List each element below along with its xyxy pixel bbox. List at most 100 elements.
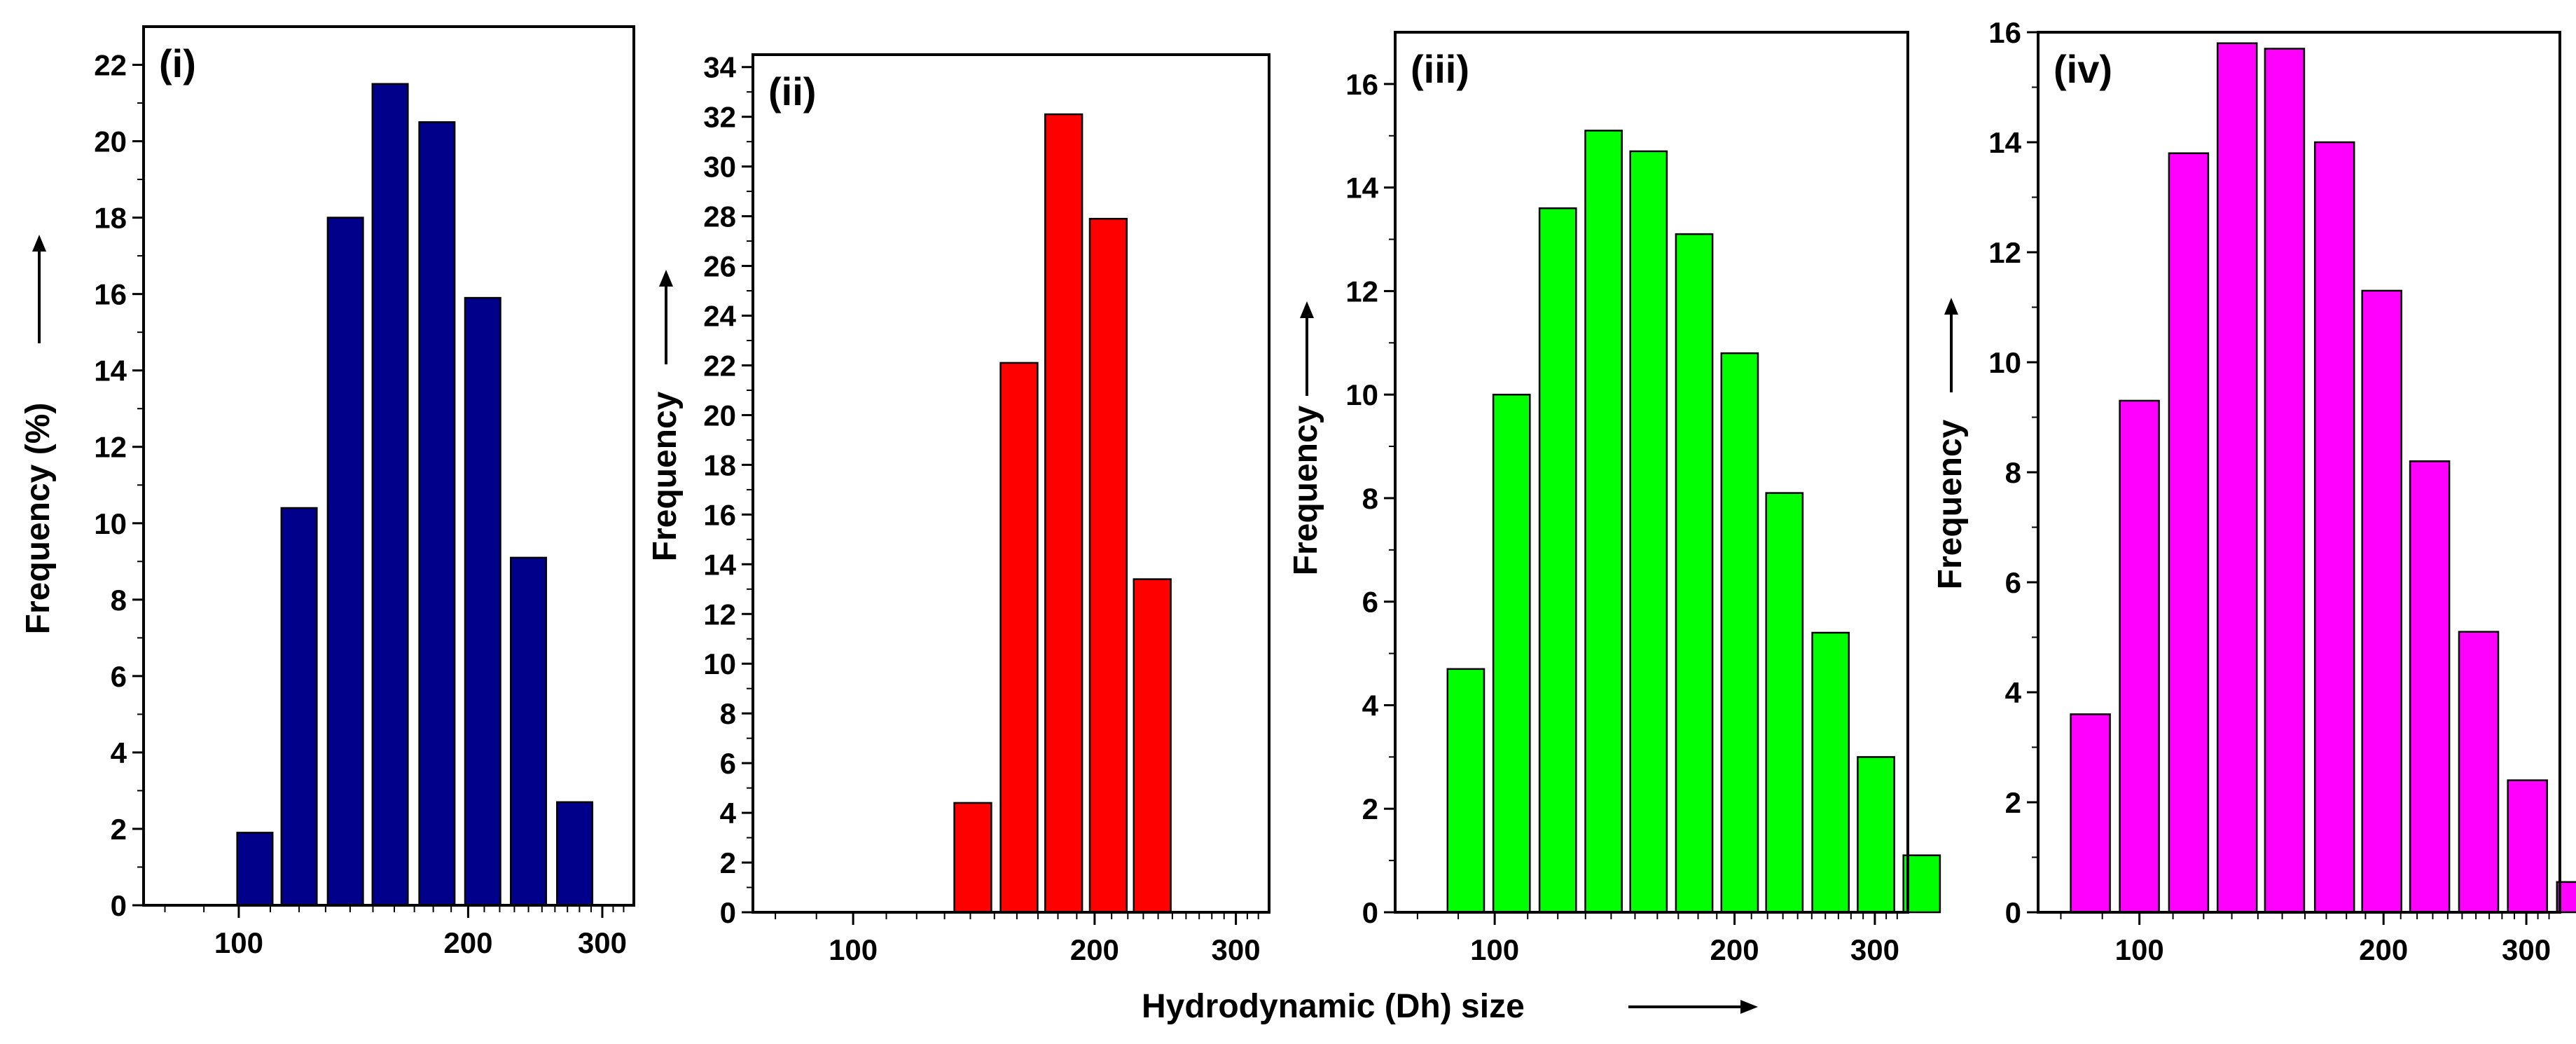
bar-7 (2361, 289, 2402, 914)
y-tick-label: 8 (720, 697, 736, 730)
y-tick-label: 12 (94, 431, 127, 464)
y-tick-label: 24 (703, 300, 736, 333)
y-tick-label: 10 (703, 647, 736, 680)
plot-frame (142, 25, 635, 907)
panel-label: (iii) (1411, 47, 1469, 91)
y-tick-label: 30 (703, 151, 736, 184)
y-tick-label: 18 (703, 448, 736, 481)
bar-6 (1675, 233, 1714, 914)
y-tick-label: 8 (1362, 482, 1378, 515)
bar-5 (418, 121, 456, 907)
panel-label: (iv) (2054, 47, 2112, 91)
chart-panel-3: 0 2 4 6 8 10 12 14 16 100 200 300 (iii) Frequency (1287, 31, 1941, 966)
x-tick-label: 200 (1710, 933, 1759, 966)
y-tick-label: 0 (2005, 896, 2021, 929)
bar-1 (1446, 668, 1486, 914)
y-tick-label: 12 (1345, 275, 1378, 308)
bar-2 (2119, 399, 2160, 914)
bar-7 (510, 556, 548, 907)
y-tick-label: 22 (94, 49, 127, 82)
y-tick-label: 4 (111, 736, 127, 769)
x-tick-label: 200 (443, 926, 492, 959)
y-axis-title: Frequency (646, 391, 684, 561)
bar-10 (1857, 756, 1895, 914)
bar-8 (556, 801, 594, 907)
y-tick-label: 18 (94, 202, 127, 235)
bar-6 (2313, 141, 2355, 914)
y-tick-label: 12 (703, 598, 736, 631)
chart-panel-1: 0 2 4 6 8 10 12 14 16 18 20 22 100 200 300 (i) Frequency… (20, 25, 635, 959)
y-tick-label: 10 (1988, 346, 2021, 379)
bar-3 (1044, 113, 1083, 914)
y-tick-label: 8 (111, 584, 127, 617)
bar-1 (2070, 713, 2111, 914)
y-tick-label: 2 (2005, 786, 2021, 819)
bar-2 (280, 507, 318, 907)
y-tick-label: 4 (720, 797, 737, 830)
y-tick-label: 34 (703, 51, 736, 84)
y-axis-title: Frequency (%) (20, 403, 57, 635)
bar-2 (1492, 393, 1531, 914)
x-tick-label: 300 (1212, 933, 1261, 966)
bar-8 (1765, 492, 1804, 914)
panel-label: (i) (159, 41, 196, 85)
x-tick-label: 100 (214, 926, 263, 959)
y-tick-label: 16 (703, 498, 736, 531)
y-axis-title: Frequency (1287, 405, 1324, 575)
y-tick-label: 0 (111, 889, 127, 922)
bar-8 (2409, 460, 2451, 914)
shared-xlabel-arrow-head (1740, 1000, 1758, 1014)
y-tick-label: 28 (703, 200, 736, 233)
bar-3 (326, 217, 364, 907)
x-tick-label: 100 (829, 933, 878, 966)
x-tick-label: 300 (1850, 933, 1899, 966)
y-tick-label: 14 (94, 355, 127, 387)
y-tick-label: 4 (2005, 676, 2022, 709)
bar-9 (1811, 631, 1850, 914)
shared-x-axis-title: Hydrodynamic (Dh) size (1142, 988, 1758, 1025)
x-tick-label: 100 (2115, 933, 2164, 966)
y-tick-label: 20 (703, 399, 736, 432)
bar-9 (2458, 631, 2500, 914)
bar-5 (1133, 578, 1172, 914)
y-tick-label: 2 (1362, 792, 1378, 825)
x-tick-label: 300 (2502, 933, 2551, 966)
panel-label: (ii) (768, 69, 816, 114)
y-tick-label: 4 (1362, 689, 1379, 722)
x-tick-label: 200 (1070, 933, 1119, 966)
y-tick-label: 8 (2005, 456, 2021, 489)
x-tick-label: 200 (2359, 933, 2408, 966)
y-arrow-head (1300, 301, 1314, 318)
bar-1 (953, 802, 992, 914)
shared-xlabel: Hydrodynamic (Dh) size (1142, 988, 1525, 1025)
bar-3 (1538, 207, 1577, 914)
y-tick-label: 2 (720, 846, 736, 879)
bar-10 (2507, 779, 2548, 914)
bar-11 (1902, 854, 1941, 914)
chart-panel-4: 0 2 4 6 8 10 12 14 16 100 200 300 (iv) Frequency (1932, 16, 2576, 966)
y-tick-label: 14 (1345, 172, 1378, 205)
y-tick-label: 0 (1362, 896, 1378, 929)
y-tick-label: 20 (94, 125, 127, 158)
y-arrow-head (659, 270, 673, 287)
bar-5 (2264, 48, 2306, 914)
y-tick-label: 2 (111, 813, 127, 846)
plot-frame (752, 53, 1270, 914)
y-tick-label: 0 (720, 896, 736, 929)
y-tick-label: 6 (1362, 586, 1378, 619)
y-tick-label: 12 (1988, 236, 2021, 269)
y-tick-label: 6 (111, 660, 127, 693)
bar-4 (1088, 217, 1128, 914)
bar-5 (1629, 150, 1668, 914)
y-tick-label: 14 (703, 548, 736, 581)
bar-6 (464, 296, 501, 907)
x-tick-label: 100 (1470, 933, 1519, 966)
bar-4 (2216, 42, 2258, 914)
bar-7 (1720, 352, 1759, 914)
y-tick-label: 16 (1988, 16, 2021, 49)
y-tick-label: 10 (94, 507, 127, 540)
bar-4 (1584, 130, 1623, 914)
y-tick-label: 14 (1988, 126, 2021, 159)
